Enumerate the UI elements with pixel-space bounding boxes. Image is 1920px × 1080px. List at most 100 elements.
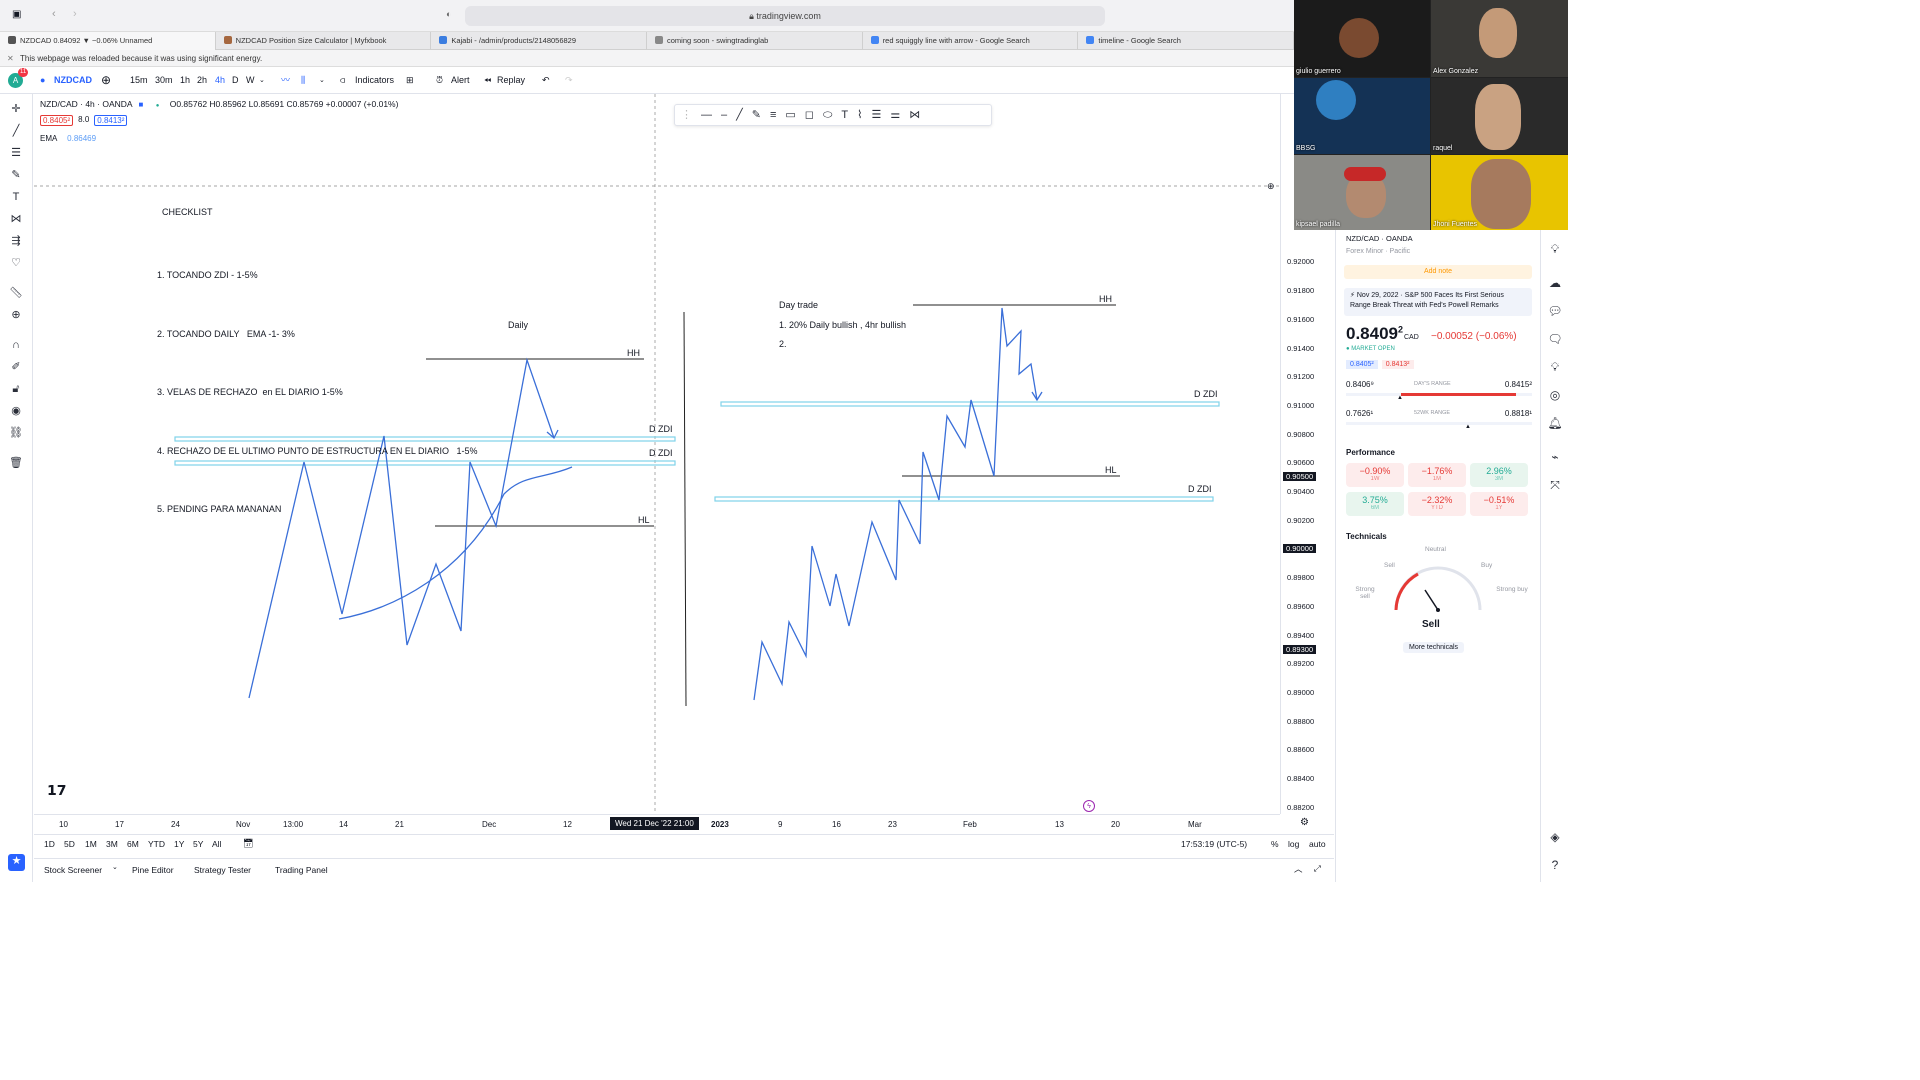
browser-tab[interactable]: coming soon - swingtradinglab — [647, 32, 863, 50]
trash-icon[interactable]: 🗑︎ — [9, 457, 23, 469]
participant-tile[interactable]: BBSG — [1294, 78, 1430, 154]
range-1d[interactable]: 1D — [44, 839, 55, 849]
calendar-icon[interactable]: 📅︎ — [243, 838, 254, 848]
range-5y[interactable]: 5Y — [193, 839, 204, 849]
magnet-icon[interactable]: ∩ — [12, 339, 20, 351]
participant-tile[interactable]: Alex Gonzalez — [1431, 0, 1568, 77]
eye-icon[interactable]: ◉ — [11, 405, 21, 417]
forward-icon[interactable]: › — [73, 8, 77, 20]
percent-toggle[interactable]: % — [1271, 839, 1279, 849]
browser-tab[interactable]: timeline - Google Search — [1078, 32, 1295, 50]
interval-2h[interactable]: 2h — [197, 75, 208, 85]
parallel-channel-icon[interactable]: ≡ — [769, 109, 777, 121]
ideas-icon[interactable]: 💡︎ — [1550, 360, 1560, 374]
ask-chip[interactable]: 0.8413² — [1381, 360, 1414, 369]
bulb-icon[interactable]: 💡︎ — [1550, 242, 1560, 256]
legend-title[interactable]: NZD/CAD · 4h · OANDA — [40, 99, 133, 109]
log-toggle[interactable]: log — [1288, 839, 1300, 849]
buy-button[interactable]: 0.8413² — [94, 115, 128, 126]
chart-pane[interactable]: ⋮ — ‒ ╱ ✎ ≡ ▭ ◻ ⬭ T ⌇ ☰ ⚌ ⋈ NZD/CAD · 4h… — [34, 94, 1280, 814]
callout-icon[interactable]: ▭ — [785, 109, 796, 121]
replay-icon[interactable]: ⏪︎ — [484, 75, 492, 85]
participant-tile[interactable]: Jhoni Fuentes — [1431, 155, 1568, 230]
interval-1h[interactable]: 1h — [180, 75, 191, 85]
participant-tile[interactable]: raquel — [1431, 78, 1568, 154]
path-icon[interactable]: ⌇ — [857, 109, 863, 121]
range-5d[interactable]: 5D — [64, 839, 75, 849]
link-icon[interactable]: ⛓︎ — [9, 427, 23, 439]
add-note-button[interactable]: Add note — [1344, 265, 1532, 279]
browser-tab[interactable]: Kajabi - /admin/products/2148056829 — [431, 32, 648, 50]
chevron-down-icon[interactable]: ⌄ — [112, 864, 118, 871]
avatar[interactable]: A — [8, 73, 23, 88]
bell-icon[interactable]: 🔔︎ — [1547, 416, 1563, 430]
brush-icon[interactable]: ✎ — [751, 109, 761, 121]
browser-tab[interactable]: NZDCAD 0.84092 ▼ −0.06% Unnamed — [0, 32, 216, 50]
watchlist-icon[interactable]: ☁ — [1549, 276, 1561, 290]
chevron-down-icon[interactable]: ⌄ — [259, 77, 265, 84]
range-all[interactable]: All — [212, 839, 222, 849]
bid-chip[interactable]: 0.8405² — [1346, 360, 1378, 369]
drag-handle-icon[interactable]: ⋮ — [681, 109, 692, 121]
layers-icon[interactable]: ◈ — [1550, 830, 1560, 844]
trend-icon[interactable]: ⌁ — [1551, 450, 1559, 464]
perf-cell[interactable]: −0.51% 1Y — [1470, 492, 1528, 516]
interval-15m[interactable]: 15m — [130, 75, 148, 85]
interval-d[interactable]: D — [232, 75, 239, 85]
ruler-icon[interactable]: 📏︎ — [9, 287, 23, 299]
heart-icon[interactable]: ♡ — [11, 257, 21, 269]
collapse-icon[interactable]: ︿ — [1294, 864, 1303, 874]
zoom-in-icon[interactable]: ⊕ — [11, 309, 21, 321]
perf-cell[interactable]: 3.75% 6M — [1346, 492, 1404, 516]
rectangle-icon[interactable]: ◻ — [804, 109, 814, 121]
more-technicals-button[interactable]: More technicals — [1403, 642, 1465, 653]
participant-tile[interactable]: kipsael padilla — [1294, 155, 1430, 230]
interval-w[interactable]: W — [246, 75, 255, 85]
perf-cell[interactable]: −1.76% 1M — [1408, 463, 1466, 487]
maximize-icon[interactable]: ⤢ — [1314, 863, 1321, 873]
horizontal-ray-icon[interactable]: — — [701, 109, 712, 121]
participant-tile[interactable]: giulio guerrero — [1294, 0, 1430, 77]
trend-line-icon[interactable]: ╱ — [12, 125, 20, 137]
fib-icon[interactable]: ☰ — [11, 147, 21, 159]
interval-30m[interactable]: 30m — [155, 75, 173, 85]
help-icon[interactable]: ? — [1551, 858, 1559, 872]
crosshair-icon[interactable]: ✛ — [11, 103, 21, 115]
lightning-icon[interactable]: ϟ — [1083, 800, 1095, 812]
back-icon[interactable]: ‹ — [52, 8, 56, 20]
symbol-line[interactable]: NZD/CAD · OANDA — [1346, 234, 1413, 243]
news-item[interactable]: ⚡︎ Nov 29, 2022 · S&P 500 Faces Its Firs… — [1344, 288, 1532, 316]
stay-drawing-icon[interactable]: ✐ — [11, 361, 21, 373]
shield-icon[interactable]: ◐ — [446, 9, 452, 19]
brush-icon[interactable]: ✎ — [11, 169, 21, 181]
flag-icon[interactable]: ■ — [138, 100, 144, 109]
browser-tab[interactable]: NZDCAD Position Size Calculator | Myfxbo… — [216, 32, 432, 50]
lock-icon[interactable]: 🔓︎ — [12, 383, 20, 395]
auto-toggle[interactable]: auto — [1309, 839, 1326, 849]
tab-stock-screener[interactable]: Stock Screener — [44, 865, 103, 875]
tab-strategy-tester[interactable]: Strategy Tester — [194, 865, 252, 875]
close-icon[interactable]: ✕ — [7, 54, 14, 63]
interval-4h[interactable]: 4h — [215, 75, 226, 85]
text-icon[interactable]: T — [12, 191, 20, 203]
redo-icon[interactable]: ↷ — [565, 75, 573, 85]
indicators-icon[interactable]: ⫏ — [340, 75, 346, 85]
range-3m[interactable]: 3M — [106, 839, 118, 849]
indicators-button[interactable]: Indicators — [355, 75, 395, 85]
pattern-icon[interactable]: ⋈ — [909, 109, 921, 121]
clock[interactable]: 17:53:19 (UTC-5) — [1181, 839, 1248, 849]
time-axis[interactable]: 10 17 24 Nov 13:00 14 21 Dec 12 Wed 21 D… — [34, 814, 1309, 834]
compare-plus-icon[interactable]: ⊕ — [101, 73, 112, 87]
candles-icon[interactable]: ⫼ — [301, 75, 306, 85]
perf-cell[interactable]: 2.96% 3M — [1470, 463, 1528, 487]
chevron-down-icon[interactable]: ⌄ — [319, 77, 325, 84]
range-1y[interactable]: 1Y — [174, 839, 185, 849]
tab-trading-panel[interactable]: Trading Panel — [275, 865, 328, 875]
address-bar[interactable]: 🔒︎ tradingview.com — [465, 6, 1105, 26]
symbol-search-button[interactable]: NZDCAD — [54, 75, 92, 85]
add-plus-icon[interactable]: ⊕ — [1267, 181, 1275, 191]
broadcast-icon[interactable]: ◎ — [1549, 388, 1561, 402]
alert-button[interactable]: Alert — [451, 75, 470, 85]
perf-cell[interactable]: −0.90% 1W — [1346, 463, 1404, 487]
expand-icon[interactable]: ⤧ — [1550, 478, 1560, 492]
